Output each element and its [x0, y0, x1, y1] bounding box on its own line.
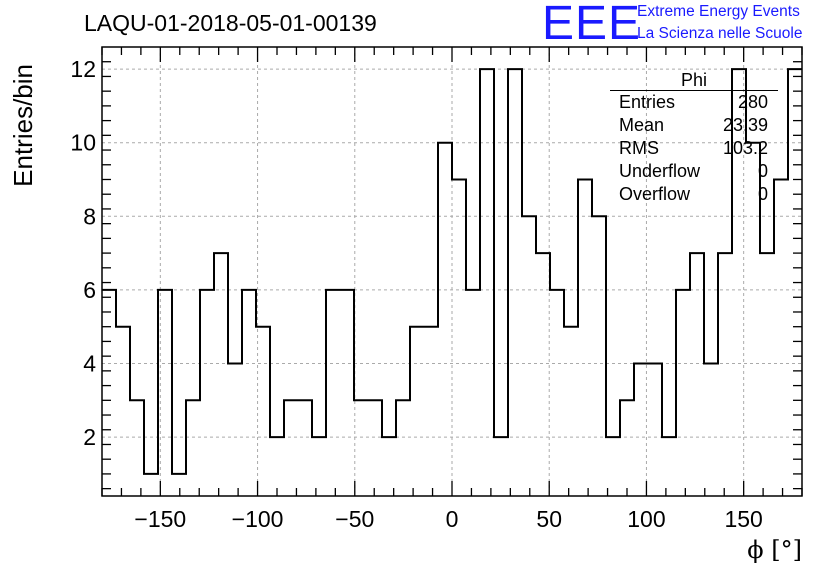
y-tick-label: 12 [70, 56, 96, 82]
stats-label: Mean [619, 115, 665, 135]
y-tick-label: 8 [83, 203, 96, 229]
y-tick-labels: 2 4 6 8 10 12 [70, 56, 96, 450]
stats-value: 0 [757, 184, 768, 204]
histogram-line [102, 68, 802, 475]
stats-value: 103.2 [722, 138, 768, 158]
y-tick-label: 2 [83, 424, 96, 450]
y-tick-label: 4 [83, 351, 96, 377]
x-tick-label: −50 [335, 506, 374, 532]
stats-label: Underflow [619, 161, 701, 181]
stats-row-entries: Entries 280 [610, 91, 778, 114]
x-axis-label: ϕ [°] [747, 536, 802, 564]
stats-row-mean: Mean 23.39 [610, 114, 778, 137]
logo-line-2: La Scienza nelle Scuole [637, 25, 803, 42]
stats-value: 0 [757, 161, 768, 181]
y-tick-label: 10 [70, 130, 96, 156]
stats-label: Overflow [619, 184, 691, 204]
x-tick-label: 150 [724, 506, 762, 532]
stats-box: Phi Entries 280 Mean 23.39 RMS 103.2 Und… [610, 70, 778, 206]
stats-label: RMS [619, 138, 659, 158]
logo-line-1: Extreme Energy Events [637, 3, 800, 20]
x-tick-label: 50 [536, 506, 562, 532]
x-tick-label: −100 [232, 506, 284, 532]
stats-value: 23.39 [722, 115, 768, 135]
eee-logo: EEE [542, 0, 642, 50]
y-tick-label: 6 [83, 277, 96, 303]
x-tick-label: 100 [627, 506, 665, 532]
x-tick-labels: −150 −100 −50 0 50 100 150 [134, 506, 762, 532]
stats-value: 280 [737, 92, 768, 112]
plot-title: LAQU-01-2018-05-01-00139 [84, 10, 377, 36]
x-tick-label: 0 [446, 506, 459, 532]
stats-row-overflow: Overflow 0 [610, 183, 778, 206]
x-tick-label: −150 [134, 506, 186, 532]
stats-row-rms: RMS 103.2 [610, 137, 778, 160]
axis-ticks [101, 47, 803, 496]
y-axis-label: Entries/bin [8, 64, 38, 187]
stats-title: Phi [610, 70, 778, 91]
stats-row-underflow: Underflow 0 [610, 160, 778, 183]
stats-label: Entries [619, 92, 676, 112]
